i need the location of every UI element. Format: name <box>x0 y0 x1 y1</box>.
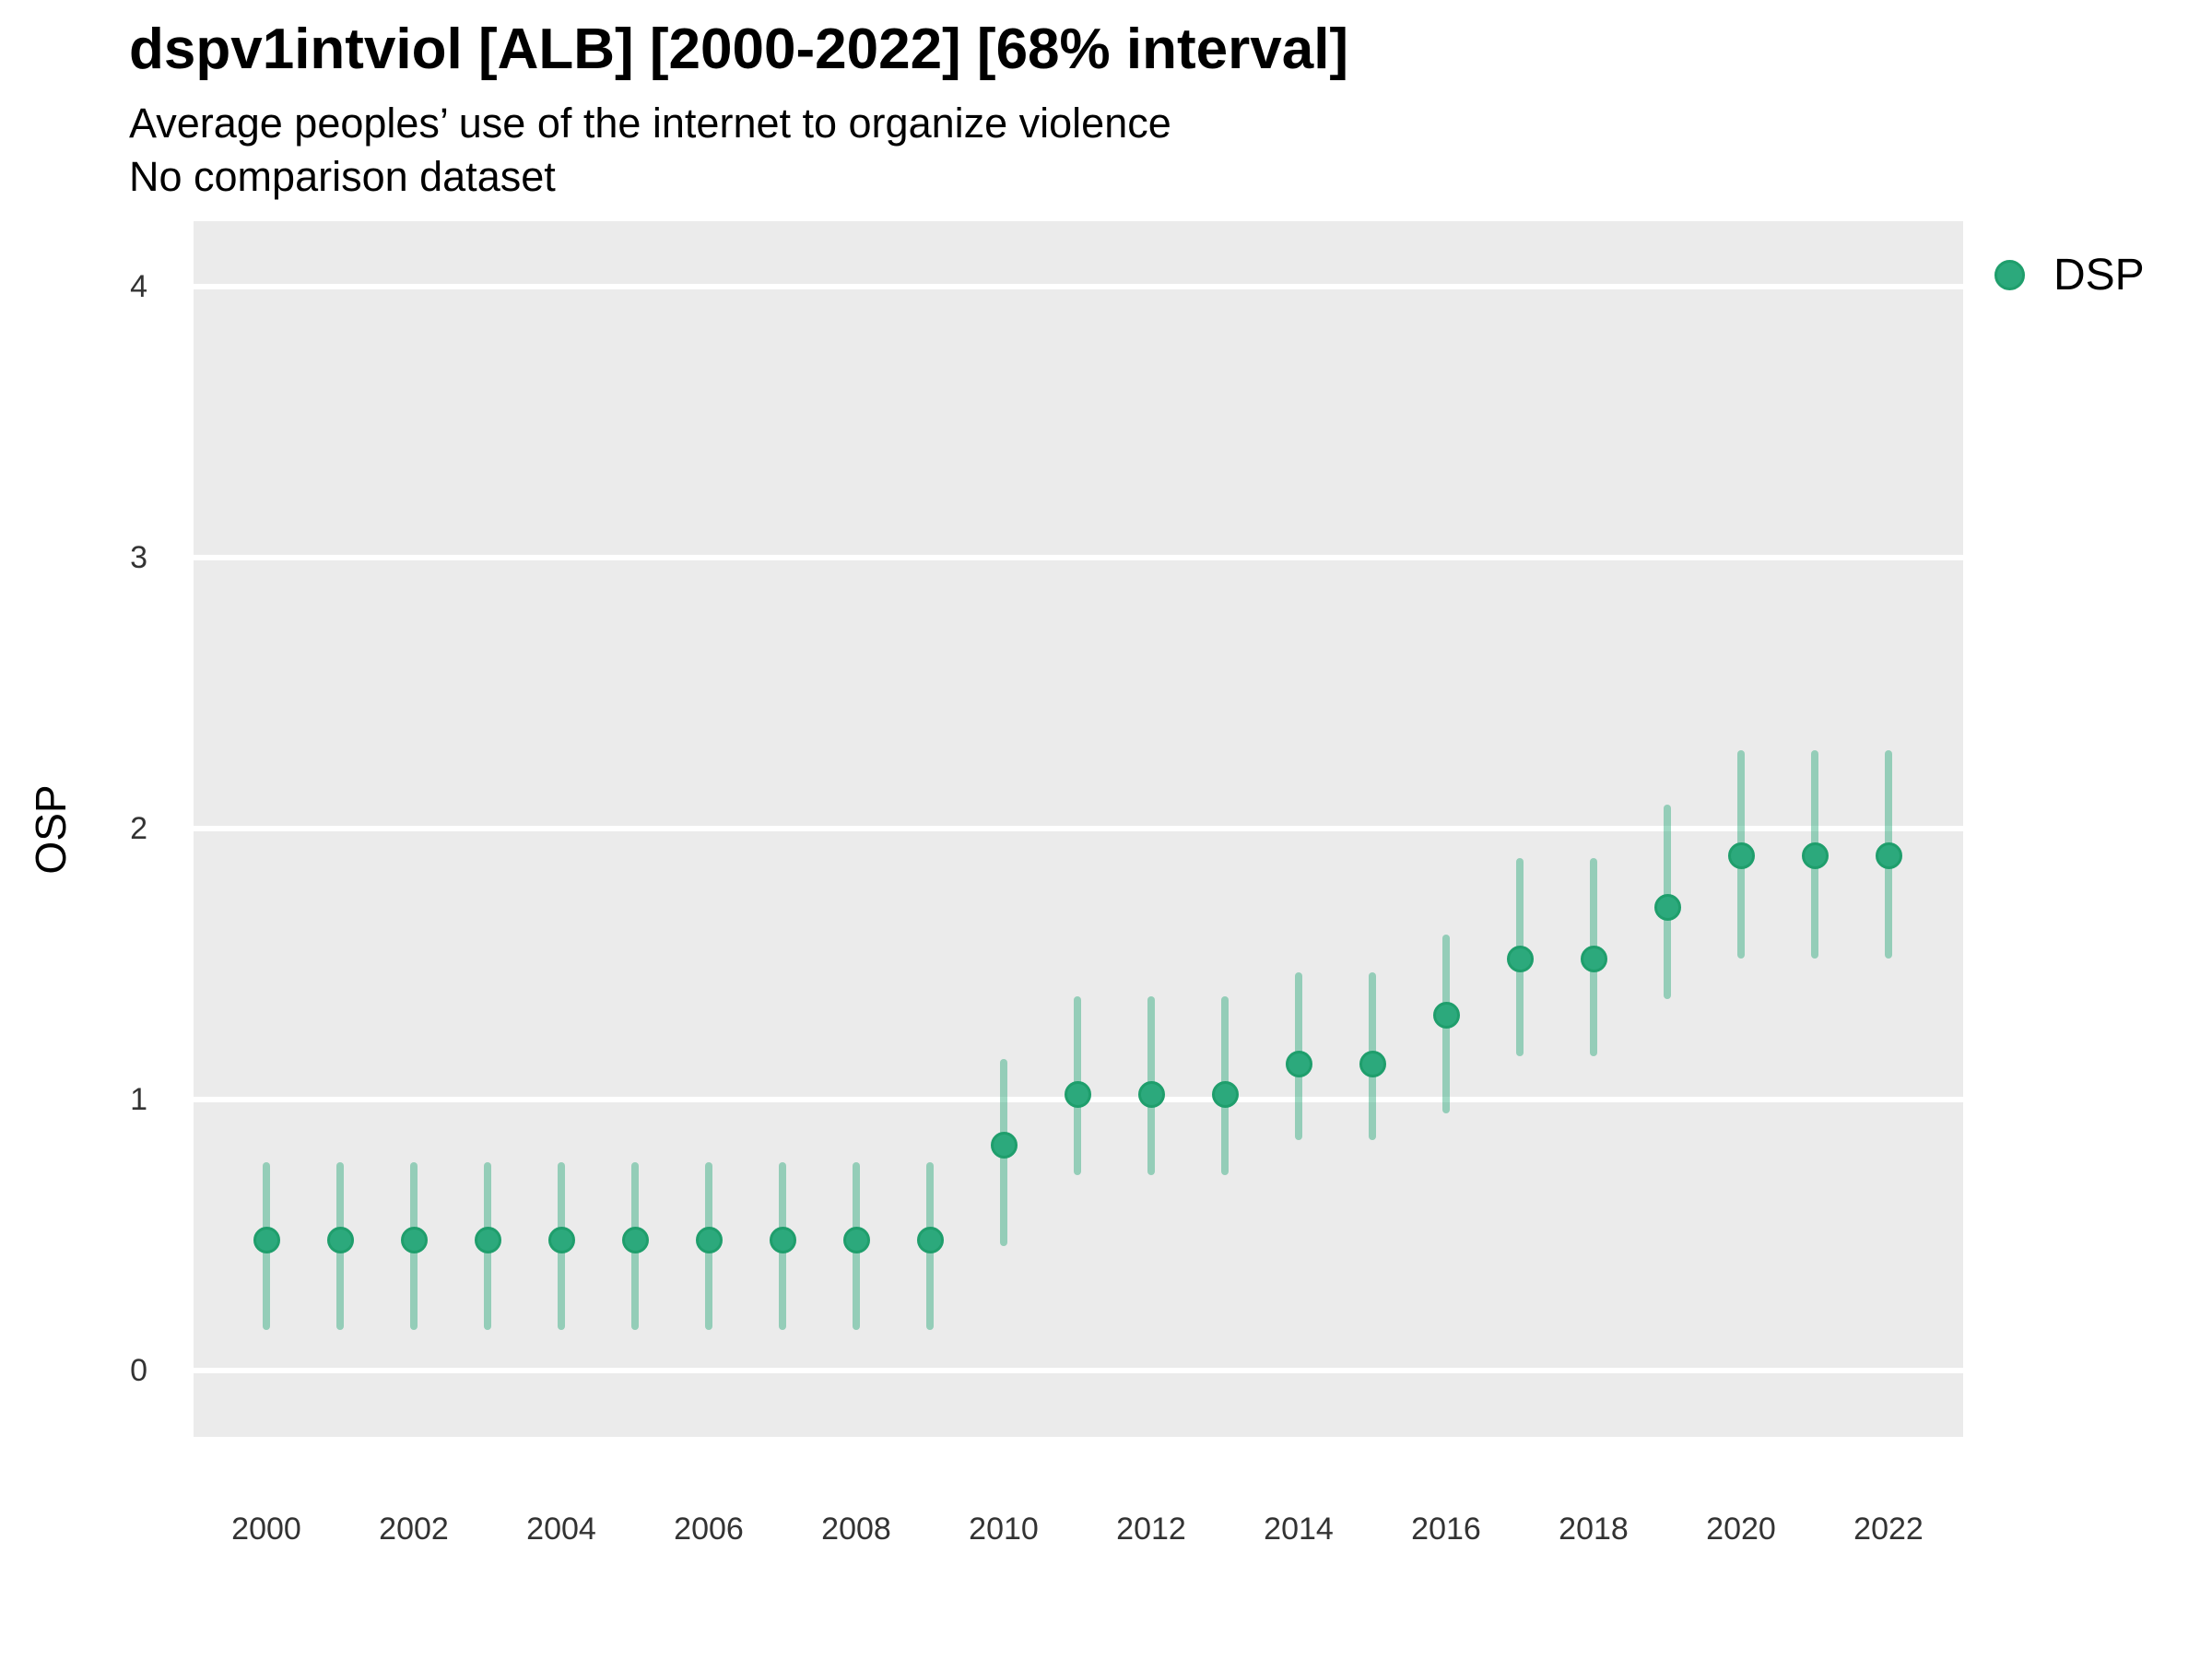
data-point-2021 <box>1801 841 1829 869</box>
x-tick-label-2010: 2010 <box>969 1512 1039 1547</box>
x-tick-label-2016: 2016 <box>1411 1512 1481 1547</box>
data-point-2020 <box>1727 841 1755 869</box>
y-tick-label-4: 4 <box>130 269 147 304</box>
x-tick-label-2022: 2022 <box>1853 1512 1924 1547</box>
x-tick-label-2018: 2018 <box>1559 1512 1629 1547</box>
data-point-2017 <box>1506 945 1534 972</box>
x-tick-label-2002: 2002 <box>379 1512 449 1547</box>
data-point-2022 <box>1875 841 1902 869</box>
plot-panel <box>194 221 1963 1437</box>
data-point-2013 <box>1211 1080 1239 1108</box>
data-point-2005 <box>621 1227 649 1254</box>
y-tick-label-3: 3 <box>130 540 147 575</box>
data-point-2000 <box>253 1227 280 1254</box>
gridline-y-3 <box>194 555 1963 560</box>
data-point-2008 <box>842 1227 870 1254</box>
data-point-2009 <box>916 1227 944 1254</box>
y-tick-label-1: 1 <box>130 1082 147 1117</box>
x-tick-label-2004: 2004 <box>526 1512 596 1547</box>
data-point-2010 <box>990 1132 1018 1159</box>
data-point-2001 <box>326 1227 354 1254</box>
gridline-y-4 <box>194 284 1963 289</box>
x-tick-label-2000: 2000 <box>231 1512 301 1547</box>
data-point-2014 <box>1285 1051 1312 1078</box>
data-point-2018 <box>1580 945 1607 972</box>
gridline-y-0 <box>194 1368 1963 1373</box>
data-point-2003 <box>474 1227 501 1254</box>
data-point-2016 <box>1432 1002 1460 1030</box>
data-point-2004 <box>547 1227 575 1254</box>
chart-title: dspv1intviol [ALB] [2000-2022] [68% inte… <box>129 18 1349 81</box>
data-point-2011 <box>1064 1080 1091 1108</box>
data-point-2012 <box>1137 1080 1165 1108</box>
data-point-2019 <box>1653 893 1681 921</box>
data-point-2006 <box>695 1227 723 1254</box>
data-point-2007 <box>769 1227 796 1254</box>
gridline-y-2 <box>194 826 1963 831</box>
y-tick-label-2: 2 <box>130 811 147 846</box>
chart-note: No comparison dataset <box>129 153 556 200</box>
x-tick-label-2008: 2008 <box>821 1512 891 1547</box>
data-point-2015 <box>1359 1051 1386 1078</box>
chart-subtitle: Average peoples’ use of the internet to … <box>129 100 1171 147</box>
y-tick-label-0: 0 <box>130 1353 147 1388</box>
legend-key-dot-icon <box>1994 260 2025 290</box>
x-tick-label-2014: 2014 <box>1264 1512 1334 1547</box>
x-tick-label-2006: 2006 <box>674 1512 744 1547</box>
legend-label: DSP <box>2053 251 2145 300</box>
x-tick-label-2012: 2012 <box>1116 1512 1186 1547</box>
data-point-2002 <box>400 1227 428 1254</box>
x-tick-label-2020: 2020 <box>1706 1512 1776 1547</box>
